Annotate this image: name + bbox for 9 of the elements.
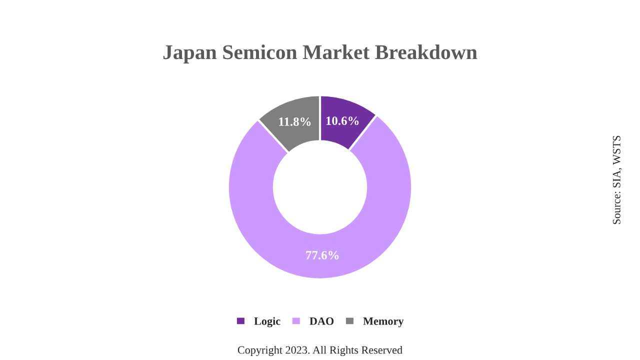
legend-label: Memory	[363, 318, 404, 328]
legend-label: DAO	[310, 317, 334, 325]
source-note: Source: SIA, WSTS	[612, 136, 622, 224]
chart-title: Japan Semicon Market Breakdown	[163, 44, 478, 64]
data-label: 11.8%	[279, 117, 311, 126]
data-label: 77.6%	[306, 250, 339, 260]
text: Copyright 2023. All Rights Reserved	[238, 346, 402, 356]
legend-label: Logic	[254, 317, 280, 328]
data-label: 10.6%	[326, 116, 359, 126]
